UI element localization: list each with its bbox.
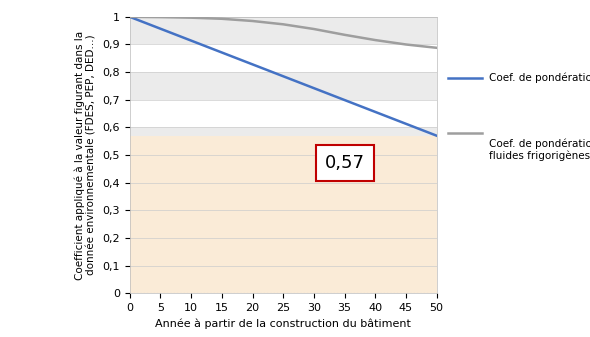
X-axis label: Année à partir de la construction du bâtiment: Année à partir de la construction du bât… [155, 318, 411, 329]
Bar [130, 72, 437, 100]
Bar [130, 238, 437, 266]
Text: 0,57: 0,57 [324, 154, 365, 172]
Text: Coef. de pondération général: Coef. de pondération général [489, 72, 590, 83]
Text: Coef. de pondération pour les
fluides frigorigènes: Coef. de pondération pour les fluides fr… [489, 138, 590, 161]
Bar [130, 136, 437, 293]
Bar [130, 17, 437, 44]
Y-axis label: Coefficient appliqué à la valeur figurant dans la
donnée environnementale (FDES,: Coefficient appliqué à la valeur figuran… [75, 30, 97, 280]
Bar [130, 127, 437, 155]
Bar [130, 183, 437, 210]
